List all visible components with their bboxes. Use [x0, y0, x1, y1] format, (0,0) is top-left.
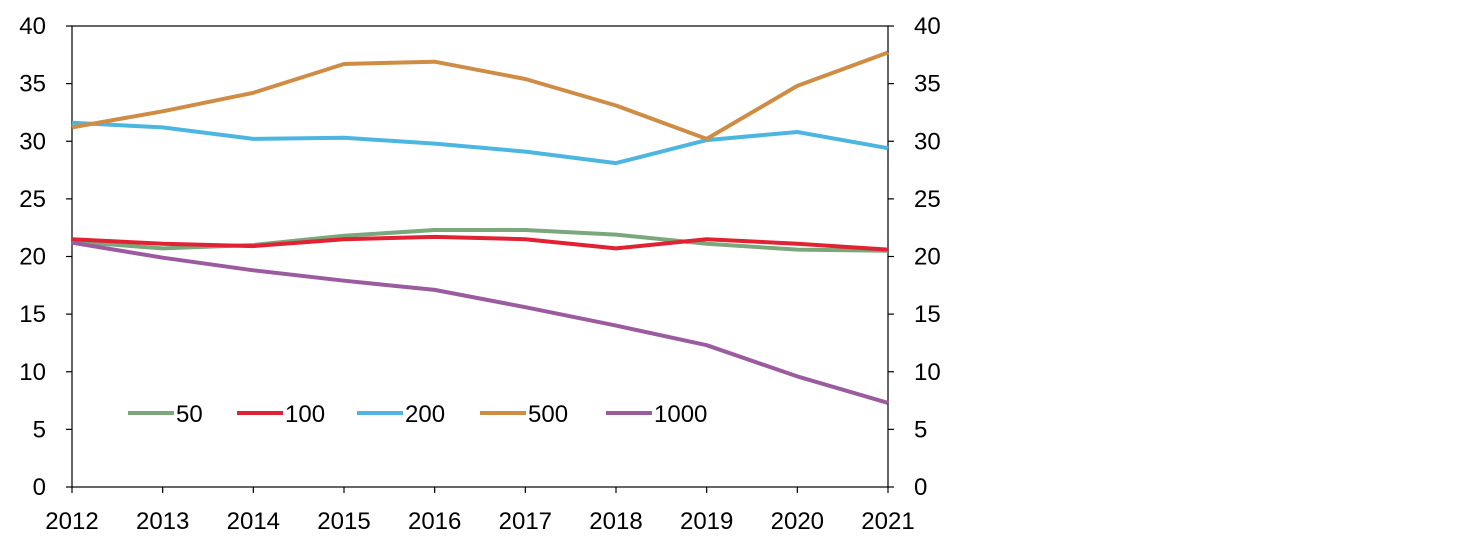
y-tick-label-left: 5 [33, 416, 46, 443]
y-tick-label-left: 10 [19, 359, 46, 386]
x-tick-label: 2019 [680, 508, 733, 535]
y-tick-label-left: 35 [19, 71, 46, 98]
y-tick-label-right: 5 [914, 416, 927, 443]
x-tick-label: 2016 [408, 508, 461, 535]
y-tick-label-right: 30 [914, 128, 941, 155]
y-tick-label-left: 40 [19, 13, 46, 40]
x-tick-label: 2012 [45, 508, 98, 535]
series-line-200 [71, 120, 889, 166]
x-tick-label: 2017 [499, 508, 552, 535]
y-tick-label-right: 25 [914, 186, 941, 213]
legend-label-200: 200 [405, 401, 445, 428]
y-tick-label-left: 0 [33, 474, 46, 501]
y-tick-label-left: 25 [19, 186, 46, 213]
y-tick-label-right: 40 [914, 13, 941, 40]
x-tick-label: 2021 [861, 508, 914, 535]
y-tick-label-right: 0 [914, 474, 927, 501]
y-tick-label-left: 20 [19, 244, 46, 271]
legend-label-50: 50 [176, 401, 203, 428]
x-tick-label: 2015 [317, 508, 370, 535]
y-tick-label-left: 15 [19, 301, 46, 328]
y-tick-label-left: 30 [19, 128, 46, 155]
series-line-1000 [71, 240, 889, 405]
x-tick-label: 2014 [227, 508, 280, 535]
y-tick-label-right: 10 [914, 359, 941, 386]
y-tick-label-right: 15 [914, 301, 941, 328]
series-line-500 [71, 50, 889, 141]
x-tick-label: 2020 [771, 508, 824, 535]
x-tick-label: 2013 [136, 508, 189, 535]
legend-label-1000: 1000 [654, 401, 707, 428]
y-tick-label-right: 35 [914, 71, 941, 98]
series-line-100 [71, 234, 889, 252]
x-tick-label: 2018 [589, 508, 642, 535]
legend-label-500: 500 [528, 401, 568, 428]
legend-label-100: 100 [285, 401, 325, 428]
y-tick-label-right: 20 [914, 244, 941, 271]
